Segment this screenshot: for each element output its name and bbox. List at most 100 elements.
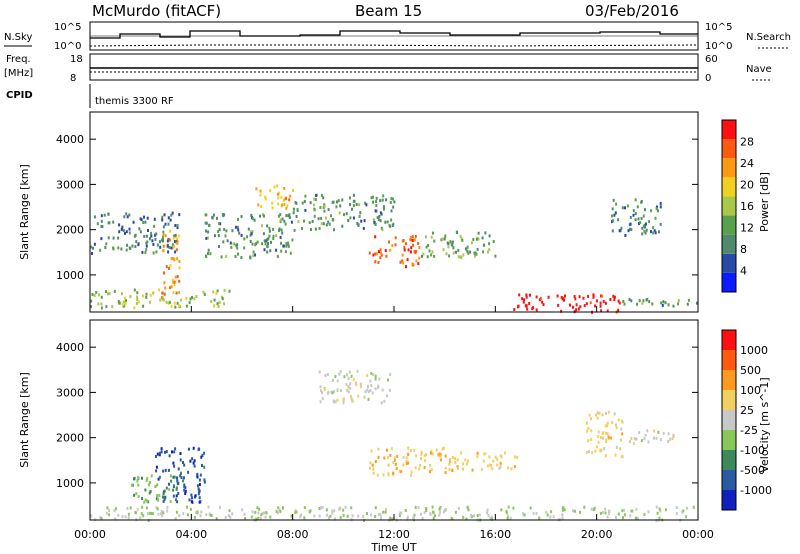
colorbar-swatch <box>722 272 736 292</box>
scatter-cell <box>268 234 271 238</box>
scatter-cell <box>609 298 612 301</box>
scatter-cell <box>357 514 360 518</box>
scatter-cell <box>541 300 544 304</box>
scatter-cell <box>347 376 350 380</box>
scatter-cell <box>388 388 391 392</box>
scatter-cell <box>251 510 254 514</box>
scatter-cell <box>176 275 179 279</box>
scatter-cell <box>374 515 377 518</box>
scatter-cell <box>622 516 624 520</box>
scatter-cell <box>564 294 566 298</box>
scatter-cell <box>173 450 176 454</box>
scatter-cell <box>522 300 525 304</box>
scatter-cell <box>466 506 469 510</box>
scatter-cell <box>588 413 591 417</box>
scatter-cell <box>105 242 108 246</box>
scatter-cell <box>380 251 382 255</box>
scatter-cell <box>633 437 636 441</box>
scatter-cell <box>125 230 128 234</box>
scatter-cell <box>448 254 451 258</box>
scatter-cell <box>156 507 159 511</box>
scatter-cell <box>123 215 126 219</box>
scatter-cell <box>589 301 592 305</box>
scatter-cell <box>681 510 684 514</box>
scatter-cell <box>91 252 93 255</box>
scatter-cell <box>414 505 417 509</box>
scatter-cell <box>292 189 294 192</box>
scatter-cell <box>188 498 191 502</box>
power-colorbar-label: Power [dB] <box>758 172 771 232</box>
beam-title: Beam 15 <box>355 2 422 20</box>
scatter-cell <box>145 506 148 510</box>
scatter-cell <box>358 214 361 218</box>
scatter-cell <box>310 228 312 231</box>
scatter-cell <box>281 203 284 207</box>
scatter-cell <box>671 436 674 440</box>
scatter-cell <box>335 205 338 209</box>
scatter-cell <box>364 201 367 205</box>
scatter-cell <box>165 265 168 269</box>
scatter-cell <box>583 505 586 509</box>
scatter-cell <box>168 454 171 458</box>
scatter-cell <box>188 301 191 305</box>
scatter-cell <box>173 234 176 238</box>
scatter-cell <box>187 447 190 451</box>
scatter-cell <box>345 382 348 386</box>
scatter-cell <box>421 516 424 520</box>
scatter-cell <box>237 217 240 221</box>
scatter-cell <box>624 206 626 210</box>
scatter-cell <box>225 229 228 233</box>
scatter-cell <box>90 305 92 309</box>
scatter-cell <box>304 194 307 198</box>
scatter-cell <box>392 471 395 475</box>
scatter-cell <box>623 302 626 306</box>
scatter-cell <box>411 235 414 239</box>
scatter-cell <box>243 237 246 241</box>
power-colorbar-tick: 4 <box>740 265 747 278</box>
scatter-cell <box>352 216 355 220</box>
y-tick-label: 1000 <box>56 477 84 490</box>
scatter-cell <box>385 508 387 512</box>
scatter-cell <box>469 250 472 254</box>
colorbar-swatch <box>722 253 736 273</box>
scatter-cell <box>271 201 274 205</box>
scatter-cell <box>421 254 423 258</box>
scatter-cell <box>383 399 386 403</box>
scatter-cell <box>611 219 614 223</box>
scatter-cell <box>174 517 177 521</box>
scatter-cell <box>237 252 239 256</box>
scatter-cell <box>423 454 426 458</box>
scatter-cell <box>375 204 378 208</box>
scatter-cell <box>196 475 199 479</box>
scatter-cell <box>173 484 175 488</box>
scatter-cell <box>200 510 203 514</box>
scatter-cell <box>394 462 397 466</box>
scatter-cell <box>324 374 327 377</box>
scatter-cell <box>251 217 254 221</box>
scatter-cell <box>146 499 149 503</box>
scatter-cell <box>229 515 232 519</box>
scatter-cell <box>164 450 166 454</box>
scatter-cell <box>499 461 502 465</box>
scatter-cell <box>418 467 421 471</box>
scatter-cell <box>174 224 177 227</box>
scatter-cell <box>349 203 352 207</box>
scatter-cell <box>369 389 372 393</box>
colorbar-swatch <box>722 158 736 178</box>
scatter-cell <box>163 292 166 296</box>
scatter-cell <box>90 299 93 303</box>
scatter-cell <box>258 507 261 511</box>
scatter-cell <box>451 240 454 244</box>
scatter-cell <box>333 228 335 232</box>
scatter-cell <box>146 477 149 480</box>
colorbar-swatch <box>722 234 736 254</box>
scatter-cell <box>513 465 516 469</box>
scatter-cell <box>151 512 154 515</box>
scatter-cell <box>590 417 592 421</box>
scatter-cell <box>606 515 609 519</box>
scatter-cell <box>432 516 435 520</box>
scatter-cell <box>164 468 167 472</box>
scatter-cell <box>313 514 316 518</box>
scatter-cell <box>210 514 213 517</box>
scatter-cell <box>466 459 469 463</box>
